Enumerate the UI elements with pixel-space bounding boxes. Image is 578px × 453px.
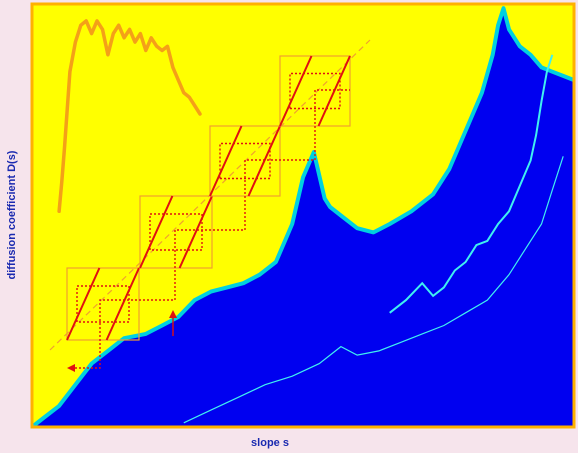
map-branch-line xyxy=(139,195,174,269)
map-branch-line xyxy=(66,267,101,341)
lower-light-curve xyxy=(183,156,564,424)
map-box xyxy=(66,267,140,341)
map-box xyxy=(139,195,213,269)
filled-area xyxy=(32,8,574,427)
x-axis-label: slope s xyxy=(251,437,289,449)
left-arrow xyxy=(67,364,75,372)
map-branch-line xyxy=(105,267,140,341)
up-arrow xyxy=(169,310,177,318)
orbit-dotted-path xyxy=(149,213,203,251)
main-curve-edge xyxy=(30,6,575,429)
y-axis-label: diffusion coefficient D(s) xyxy=(6,150,18,279)
upper-light-curve xyxy=(389,54,554,314)
orbit-dotted-path xyxy=(289,72,341,110)
orbit-stair-path xyxy=(75,89,350,369)
map-branch-line xyxy=(178,195,213,269)
orbit-dotted-path xyxy=(219,142,271,180)
map-branch-line xyxy=(247,125,281,197)
map-branch-line xyxy=(209,125,243,197)
map-illustration xyxy=(49,39,371,372)
plot-frame xyxy=(30,2,576,429)
inset-curve xyxy=(57,19,202,214)
plot-content xyxy=(30,6,575,429)
orbit-dotted-path xyxy=(76,285,130,323)
map-branch-line xyxy=(279,55,313,127)
map-branch-line xyxy=(317,55,351,127)
